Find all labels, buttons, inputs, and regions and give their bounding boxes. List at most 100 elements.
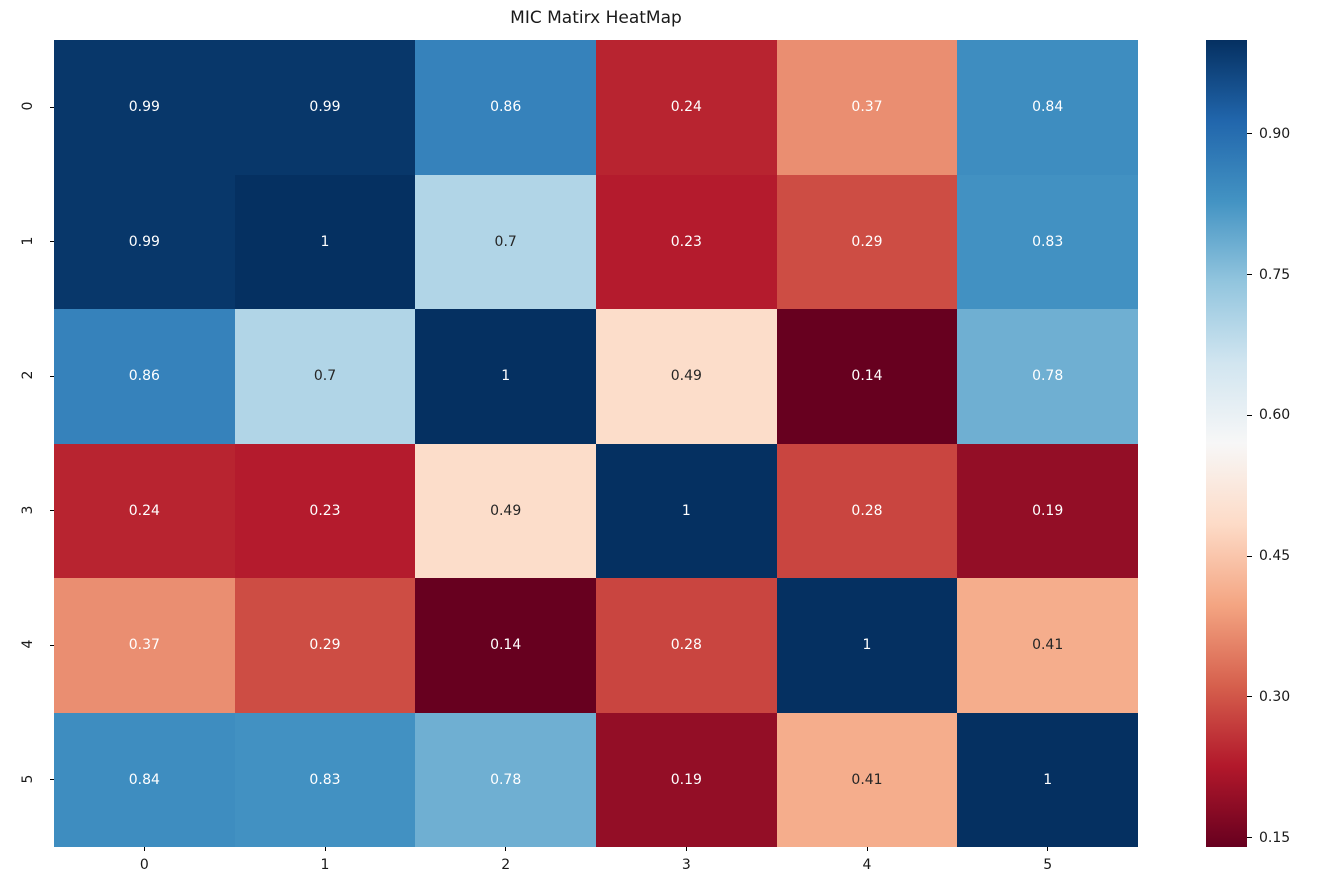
heatmap-cell: 0.19 bbox=[957, 443, 1138, 578]
y-tick-mark bbox=[50, 644, 54, 646]
x-tick-mark bbox=[505, 847, 507, 851]
heatmap-cell: 1 bbox=[234, 174, 416, 309]
heatmap-cell: 0.99 bbox=[54, 174, 235, 309]
cell-value: 0.78 bbox=[490, 771, 522, 788]
x-axis-tick-label: 1 bbox=[320, 857, 330, 873]
heatmap-cell: 0.23 bbox=[234, 443, 416, 578]
heatmap-cell: 1 bbox=[957, 712, 1138, 847]
colorbar-tick-label: 0.15 bbox=[1259, 829, 1291, 846]
cell-value: 0.14 bbox=[490, 637, 522, 654]
heatmap-cell: 1 bbox=[776, 578, 958, 713]
colorbar-tick-mark bbox=[1247, 696, 1252, 698]
cell-value: 0.19 bbox=[670, 771, 702, 788]
cell-value: 0.23 bbox=[309, 502, 341, 519]
cell-value: 0.49 bbox=[490, 502, 522, 519]
heatmap-cell: 0.7 bbox=[234, 309, 416, 444]
chart-title: MIC Matirx HeatMap bbox=[510, 8, 682, 28]
heatmap-cell: 0.86 bbox=[415, 40, 596, 175]
cell-value: 1 bbox=[501, 368, 511, 385]
heatmap-cell: 0.24 bbox=[54, 443, 235, 578]
colorbar-tick-label: 0.30 bbox=[1259, 688, 1291, 705]
heatmap-cell: 0.84 bbox=[957, 40, 1138, 175]
heatmap-cell: 0.19 bbox=[596, 712, 777, 847]
heatmap-cell: 0.37 bbox=[776, 40, 958, 175]
cell-value: 0.7 bbox=[494, 233, 517, 250]
colorbar-gradient bbox=[1206, 40, 1247, 847]
colorbar-tick-label: 0.45 bbox=[1259, 548, 1291, 565]
x-tick-mark bbox=[143, 847, 145, 851]
cell-value: 0.83 bbox=[309, 771, 341, 788]
heatmap-cell: 0.78 bbox=[415, 712, 596, 847]
heatmap-cell: 0.28 bbox=[776, 443, 958, 578]
cell-value: 0.41 bbox=[1032, 637, 1064, 654]
heatmap-cell: 0.7 bbox=[415, 174, 596, 309]
heatmap-cell: 0.86 bbox=[54, 309, 235, 444]
heatmap-cell: 0.37 bbox=[54, 578, 235, 713]
colorbar-tick-label: 0.75 bbox=[1259, 266, 1291, 283]
y-axis-tick-label: 0 bbox=[20, 101, 36, 111]
heatmap-cell: 0.41 bbox=[957, 578, 1138, 713]
cell-value: 0.41 bbox=[851, 771, 883, 788]
colorbar-tick-mark bbox=[1247, 555, 1252, 557]
y-axis-tick-label: 4 bbox=[20, 639, 36, 649]
heatmap-cell: 0.49 bbox=[596, 309, 777, 444]
cell-value: 0.28 bbox=[670, 637, 702, 654]
x-axis-tick-label: 0 bbox=[139, 857, 149, 873]
x-axis-tick-label: 3 bbox=[681, 857, 691, 873]
heatmap-cell: 1 bbox=[415, 309, 596, 444]
cell-value: 0.37 bbox=[128, 637, 160, 654]
heatmap-cell: 0.99 bbox=[234, 40, 416, 175]
heatmap-cell: 0.84 bbox=[54, 712, 235, 847]
heatmap-cell: 0.23 bbox=[596, 174, 777, 309]
cell-value: 1 bbox=[320, 233, 330, 250]
cell-value: 0.29 bbox=[309, 637, 341, 654]
cell-value: 0.37 bbox=[851, 99, 883, 116]
y-tick-mark bbox=[50, 779, 54, 781]
heatmap-cell: 0.78 bbox=[957, 309, 1138, 444]
heatmap-cell: 0.41 bbox=[776, 712, 958, 847]
heatmap-cell: 0.29 bbox=[776, 174, 958, 309]
heatmap-cell: 0.14 bbox=[776, 309, 958, 444]
cell-value: 0.84 bbox=[128, 771, 160, 788]
cell-value: 0.78 bbox=[1032, 368, 1064, 385]
cell-value: 0.7 bbox=[313, 368, 337, 385]
colorbar-tick-label: 0.90 bbox=[1259, 125, 1291, 142]
colorbar-tick-mark bbox=[1247, 837, 1252, 839]
cell-value: 0.23 bbox=[670, 233, 702, 250]
x-axis-tick-label: 4 bbox=[862, 857, 872, 873]
heatmap-cell: 0.29 bbox=[234, 578, 416, 713]
heatmap-cell: 0.99 bbox=[54, 40, 235, 175]
colorbar-tick-mark bbox=[1247, 274, 1252, 276]
y-axis-tick-label: 5 bbox=[20, 774, 36, 784]
heatmap-cell: 1 bbox=[596, 443, 777, 578]
y-tick-mark bbox=[50, 375, 54, 377]
y-axis-tick-label: 1 bbox=[20, 236, 36, 246]
x-tick-mark bbox=[324, 847, 326, 851]
heatmap-cell: 0.24 bbox=[596, 40, 777, 175]
cell-value: 0.86 bbox=[490, 99, 522, 116]
heatmap-cell: 0.49 bbox=[415, 443, 596, 578]
colorbar-tick-mark bbox=[1247, 414, 1252, 416]
x-tick-mark bbox=[1047, 847, 1049, 851]
x-axis-tick-label: 5 bbox=[1043, 857, 1053, 873]
cell-value: 0.99 bbox=[128, 233, 160, 250]
x-axis-tick-label: 2 bbox=[501, 857, 511, 873]
cell-value: 1 bbox=[862, 637, 872, 654]
cell-value: 0.24 bbox=[128, 502, 160, 519]
cell-value: 0.14 bbox=[851, 368, 883, 385]
cell-value: 0.86 bbox=[128, 368, 160, 385]
x-tick-mark bbox=[866, 847, 868, 851]
cell-value: 1 bbox=[681, 502, 691, 519]
heatmap-grid: 0.99 0.99 0.86 0.24 0.37 0.84 0.99 1 0.7 0.23 0.29… bbox=[54, 40, 1138, 847]
cell-value: 0.83 bbox=[1032, 233, 1064, 250]
heatmap-cell: 0.14 bbox=[415, 578, 596, 713]
y-axis-tick-label: 3 bbox=[20, 505, 36, 515]
x-tick-mark bbox=[685, 847, 687, 851]
heatmap-cell: 0.83 bbox=[234, 712, 416, 847]
heatmap-cell: 0.83 bbox=[957, 174, 1138, 309]
colorbar-tick-label: 0.60 bbox=[1259, 407, 1291, 424]
y-tick-mark bbox=[50, 510, 54, 512]
y-axis-tick-label: 2 bbox=[20, 370, 36, 380]
colorbar-tick-mark bbox=[1247, 133, 1252, 135]
